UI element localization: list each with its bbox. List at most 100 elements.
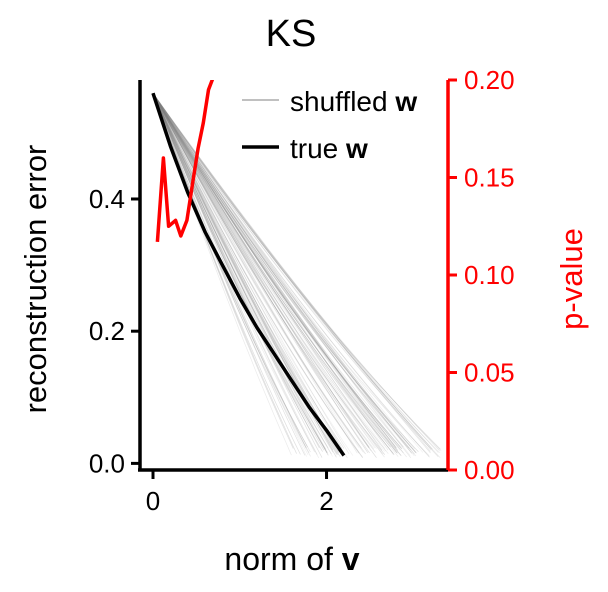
shuffled-w-curve bbox=[152, 93, 307, 457]
shuffled-w-curve bbox=[152, 93, 362, 449]
shuffled-w-curve bbox=[152, 93, 386, 449]
shuffled-w-curve bbox=[152, 93, 308, 448]
shuffled-w-curve bbox=[152, 93, 364, 453]
shuffled-w-curve bbox=[152, 93, 430, 458]
shuffled-w-curve bbox=[152, 93, 389, 454]
shuffled-w-curve bbox=[152, 93, 334, 453]
left-y-tick-label: 0.4 bbox=[89, 184, 125, 214]
shuffled-w-curve bbox=[152, 93, 399, 457]
shuffled-w-curve bbox=[152, 93, 377, 458]
shuffled-w-curve bbox=[152, 93, 401, 451]
legend-true-text: true bbox=[290, 133, 346, 164]
shuffled-w-curve bbox=[152, 93, 395, 455]
shuffled-w-curve bbox=[152, 93, 339, 456]
legend: shuffled w true w bbox=[242, 86, 417, 164]
shuffled-w-curve bbox=[152, 93, 387, 452]
x-tick-label: 0 bbox=[146, 486, 160, 516]
x-axis-label-text: norm of bbox=[224, 541, 341, 577]
shuffled-w-curve bbox=[152, 93, 329, 454]
right-y-axis: 0.00 0.05 0.10 0.15 0.20 bbox=[446, 65, 515, 485]
shuffled-w-curve bbox=[152, 93, 309, 456]
shuffled-w-curve bbox=[152, 93, 401, 456]
shuffled-w-curve bbox=[152, 93, 360, 454]
shuffled-w-curve bbox=[152, 93, 345, 449]
shuffled-w-curve bbox=[152, 93, 399, 451]
shuffled-w-curve bbox=[152, 93, 398, 454]
shuffled-w-curve bbox=[152, 93, 310, 453]
shuffled-w-curve bbox=[152, 93, 370, 448]
shuffled-w-curve bbox=[152, 93, 326, 450]
shuffled-w-curve bbox=[152, 92, 431, 452]
shuffled-w-curve bbox=[152, 93, 375, 450]
shuffled-w-curve bbox=[152, 93, 307, 449]
right-y-tick-label: 0.10 bbox=[464, 260, 515, 290]
shuffled-w-curve bbox=[152, 92, 439, 453]
shuffled-w-curve bbox=[152, 93, 329, 449]
shuffled-w-curve bbox=[152, 93, 383, 451]
shuffled-w-curve bbox=[152, 93, 323, 452]
legend-true-var: w bbox=[345, 133, 368, 164]
right-y-tick-label: 0.00 bbox=[464, 455, 515, 485]
right-y-tick-label: 0.20 bbox=[464, 65, 515, 95]
legend-shuffled-label: shuffled w bbox=[290, 86, 417, 117]
shuffled-w-curve bbox=[152, 93, 333, 457]
shuffled-w-curve bbox=[152, 93, 372, 452]
shuffled-w-curve bbox=[152, 93, 328, 453]
shuffled-w-curve bbox=[152, 93, 441, 450]
shuffled-w-curve bbox=[152, 93, 397, 449]
x-axis-label: norm of v bbox=[224, 541, 359, 577]
chart-title: KS bbox=[266, 13, 317, 55]
p-value-curve bbox=[155, 80, 215, 243]
shuffled-w-curve bbox=[152, 93, 397, 448]
shuffled-w-curve bbox=[152, 93, 383, 455]
shuffled-w-curve bbox=[152, 93, 370, 454]
left-y-tick-label: 0.0 bbox=[89, 448, 125, 478]
left-y-axis: 0.0 0.2 0.4 bbox=[89, 80, 142, 478]
true-w-curve bbox=[151, 92, 346, 457]
shuffled-w-curves bbox=[152, 92, 442, 459]
shuffled-w-curve bbox=[152, 93, 376, 449]
shuffled-w-curve bbox=[152, 93, 344, 457]
shuffled-w-curve bbox=[152, 93, 332, 455]
p-value-curve-group bbox=[155, 80, 215, 243]
shuffled-w-curve bbox=[152, 93, 441, 458]
shuffled-w-curve bbox=[152, 93, 394, 456]
shuffled-w-curve bbox=[152, 93, 363, 458]
x-tick-label: 2 bbox=[319, 486, 333, 516]
shuffled-w-curve bbox=[152, 92, 431, 454]
shuffled-w-curve bbox=[152, 93, 398, 454]
shuffled-w-curve bbox=[152, 93, 391, 448]
shuffled-w-curve bbox=[152, 93, 364, 458]
legend-shuffled-text: shuffled bbox=[290, 86, 395, 117]
shuffled-w-curve bbox=[152, 93, 430, 456]
shuffled-w-curve bbox=[152, 93, 323, 458]
shuffled-w-curve bbox=[152, 93, 366, 455]
left-y-axis-label: reconstruction error bbox=[18, 145, 53, 414]
shuffled-w-curve bbox=[152, 93, 329, 456]
shuffled-w-curve bbox=[152, 93, 360, 448]
shuffled-w-curve bbox=[152, 93, 358, 454]
shuffled-w-curve bbox=[152, 93, 328, 453]
shuffled-w-curve bbox=[152, 92, 433, 450]
shuffled-w-curve bbox=[152, 93, 370, 448]
shuffled-w-curve bbox=[152, 93, 369, 453]
shuffled-w-curve bbox=[152, 93, 306, 456]
shuffled-w-curve bbox=[152, 93, 376, 453]
shuffled-w-curve bbox=[152, 93, 385, 452]
right-y-tick-label: 0.15 bbox=[464, 163, 515, 193]
shuffled-w-curve bbox=[152, 93, 377, 449]
shuffled-w-curve bbox=[152, 93, 341, 458]
right-y-axis-label: p-value bbox=[554, 228, 589, 330]
left-y-tick-label: 0.2 bbox=[89, 316, 125, 346]
shuffled-w-curve bbox=[152, 93, 385, 455]
shuffled-w-curve bbox=[152, 93, 343, 449]
shuffled-w-curve bbox=[152, 93, 385, 458]
legend-true-label: true w bbox=[290, 133, 368, 164]
right-y-tick-label: 0.05 bbox=[464, 358, 515, 388]
shuffled-w-curve bbox=[152, 93, 397, 453]
shuffled-w-curve bbox=[152, 93, 348, 459]
shuffled-w-curve bbox=[152, 92, 432, 450]
shuffled-w-curve bbox=[152, 92, 440, 451]
